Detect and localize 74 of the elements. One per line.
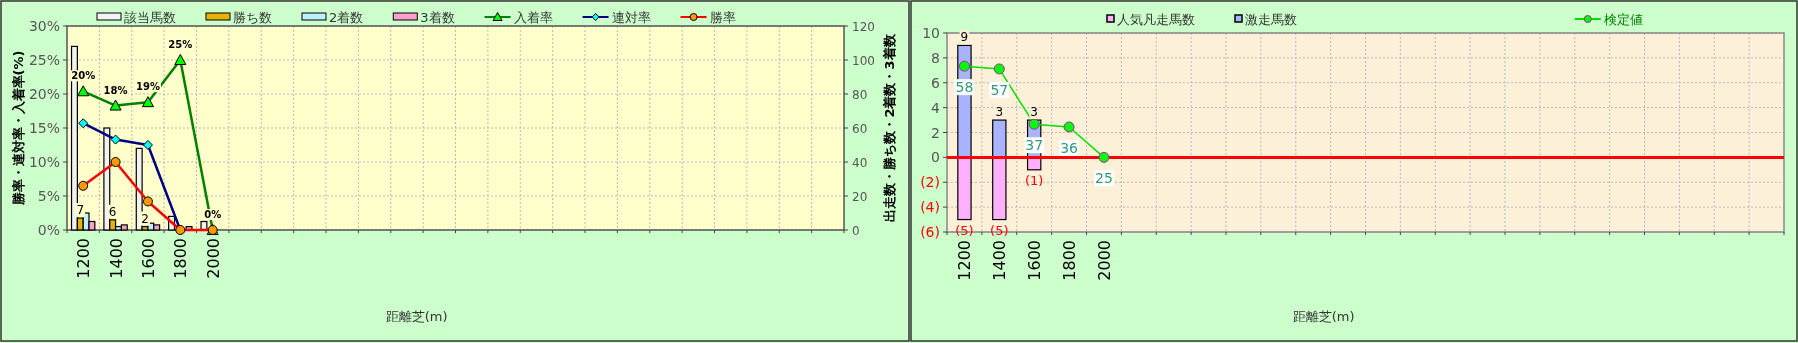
legend-label: 検定値 bbox=[1603, 12, 1643, 27]
y-axis-title: 勝率・連対率・入着率(%) bbox=[11, 50, 26, 207]
y2-tick-label: 20 bbox=[852, 190, 868, 204]
y-tick-label: 15% bbox=[28, 120, 60, 136]
data-label: 19% bbox=[135, 81, 160, 93]
x-tick-label: 1200 bbox=[74, 238, 94, 279]
y-tick-label: 0 bbox=[931, 149, 940, 166]
legend-label: 勝率 bbox=[709, 10, 736, 25]
x-axis-title: 距離芝(m) bbox=[385, 309, 448, 324]
y-tick-label: 20% bbox=[28, 86, 60, 102]
data-label: 37 bbox=[1025, 137, 1044, 154]
legend-label: 3着数 bbox=[420, 10, 455, 25]
x-tick-label: 1800 bbox=[171, 238, 191, 279]
x-tick-label: 2000 bbox=[1094, 240, 1114, 281]
data-label: (5) bbox=[990, 222, 1009, 238]
data-label: (1) bbox=[1024, 172, 1044, 188]
legend-label: 該当馬数 bbox=[124, 10, 176, 25]
y2-tick-label: 80 bbox=[852, 88, 868, 102]
y-tick-label: 8 bbox=[931, 49, 940, 66]
data-label: 9 bbox=[960, 30, 969, 45]
y-tick-label: 6 bbox=[931, 74, 941, 91]
y-tick-label: 10 bbox=[922, 25, 940, 41]
y2-tick-label: 40 bbox=[852, 156, 868, 170]
data-label: 25 bbox=[1095, 170, 1113, 187]
data-label: 2 bbox=[141, 211, 149, 226]
y-tick-label: (2) bbox=[920, 174, 940, 191]
data-label: 57 bbox=[990, 81, 1009, 98]
legend-label: 人気凡走馬数 bbox=[1117, 12, 1195, 27]
data-label: 36 bbox=[1060, 139, 1079, 156]
y-tick-label: (6) bbox=[920, 224, 940, 240]
y2-tick-label: 0 bbox=[852, 224, 860, 238]
x-tick-label: 2000 bbox=[203, 238, 223, 279]
data-label: 6 bbox=[108, 204, 117, 219]
x-tick-label: 1400 bbox=[990, 240, 1010, 281]
y-tick-label: 25% bbox=[28, 52, 60, 68]
point bbox=[1063, 121, 1075, 133]
x-tick-label: 1600 bbox=[138, 238, 158, 279]
y-tick-label: 2 bbox=[931, 124, 940, 141]
legend-label: 連対率 bbox=[611, 10, 651, 25]
y-tick-label: 5% bbox=[37, 188, 60, 204]
data-label: 18% bbox=[103, 84, 128, 96]
legend-label: 入着率 bbox=[513, 10, 553, 25]
bar bbox=[957, 156, 972, 221]
data-label: 0% bbox=[204, 209, 222, 220]
bar bbox=[992, 119, 1007, 158]
point bbox=[1028, 118, 1040, 130]
x-tick-label: 1400 bbox=[106, 238, 126, 279]
point bbox=[993, 63, 1005, 75]
y2-axis-title: 出走数・勝ち数・2着数・3着数 bbox=[882, 33, 897, 222]
data-label: 7 bbox=[76, 203, 85, 218]
x-axis-title: 距離芝(m) bbox=[1292, 309, 1355, 324]
y2-tick-label: 100 bbox=[852, 54, 875, 68]
data-label: 3 bbox=[1030, 105, 1039, 120]
point bbox=[958, 60, 970, 72]
y-tick-label: 30% bbox=[28, 18, 60, 34]
legend-label: 激走馬数 bbox=[1245, 12, 1297, 27]
legend-label: 勝ち数 bbox=[233, 10, 272, 25]
data-label: 3 bbox=[995, 105, 1004, 120]
y-tick-label: 10% bbox=[28, 154, 60, 170]
y-tick-label: 0% bbox=[37, 222, 60, 238]
y2-tick-label: 120 bbox=[852, 20, 875, 34]
data-label: (5) bbox=[955, 222, 974, 238]
point bbox=[1098, 151, 1110, 163]
x-tick-label: 1800 bbox=[1060, 240, 1080, 281]
bar bbox=[992, 156, 1007, 221]
y-tick-label: (4) bbox=[920, 199, 940, 216]
data-label: 58 bbox=[955, 79, 974, 96]
x-tick-label: 1600 bbox=[1025, 240, 1045, 281]
x-tick-label: 1200 bbox=[955, 240, 975, 281]
y2-tick-label: 60 bbox=[852, 122, 868, 136]
data-label: 20% bbox=[71, 70, 96, 82]
legend-label: 2着数 bbox=[329, 10, 364, 25]
y-tick-label: 4 bbox=[931, 99, 941, 116]
data-label: 25% bbox=[168, 39, 193, 50]
